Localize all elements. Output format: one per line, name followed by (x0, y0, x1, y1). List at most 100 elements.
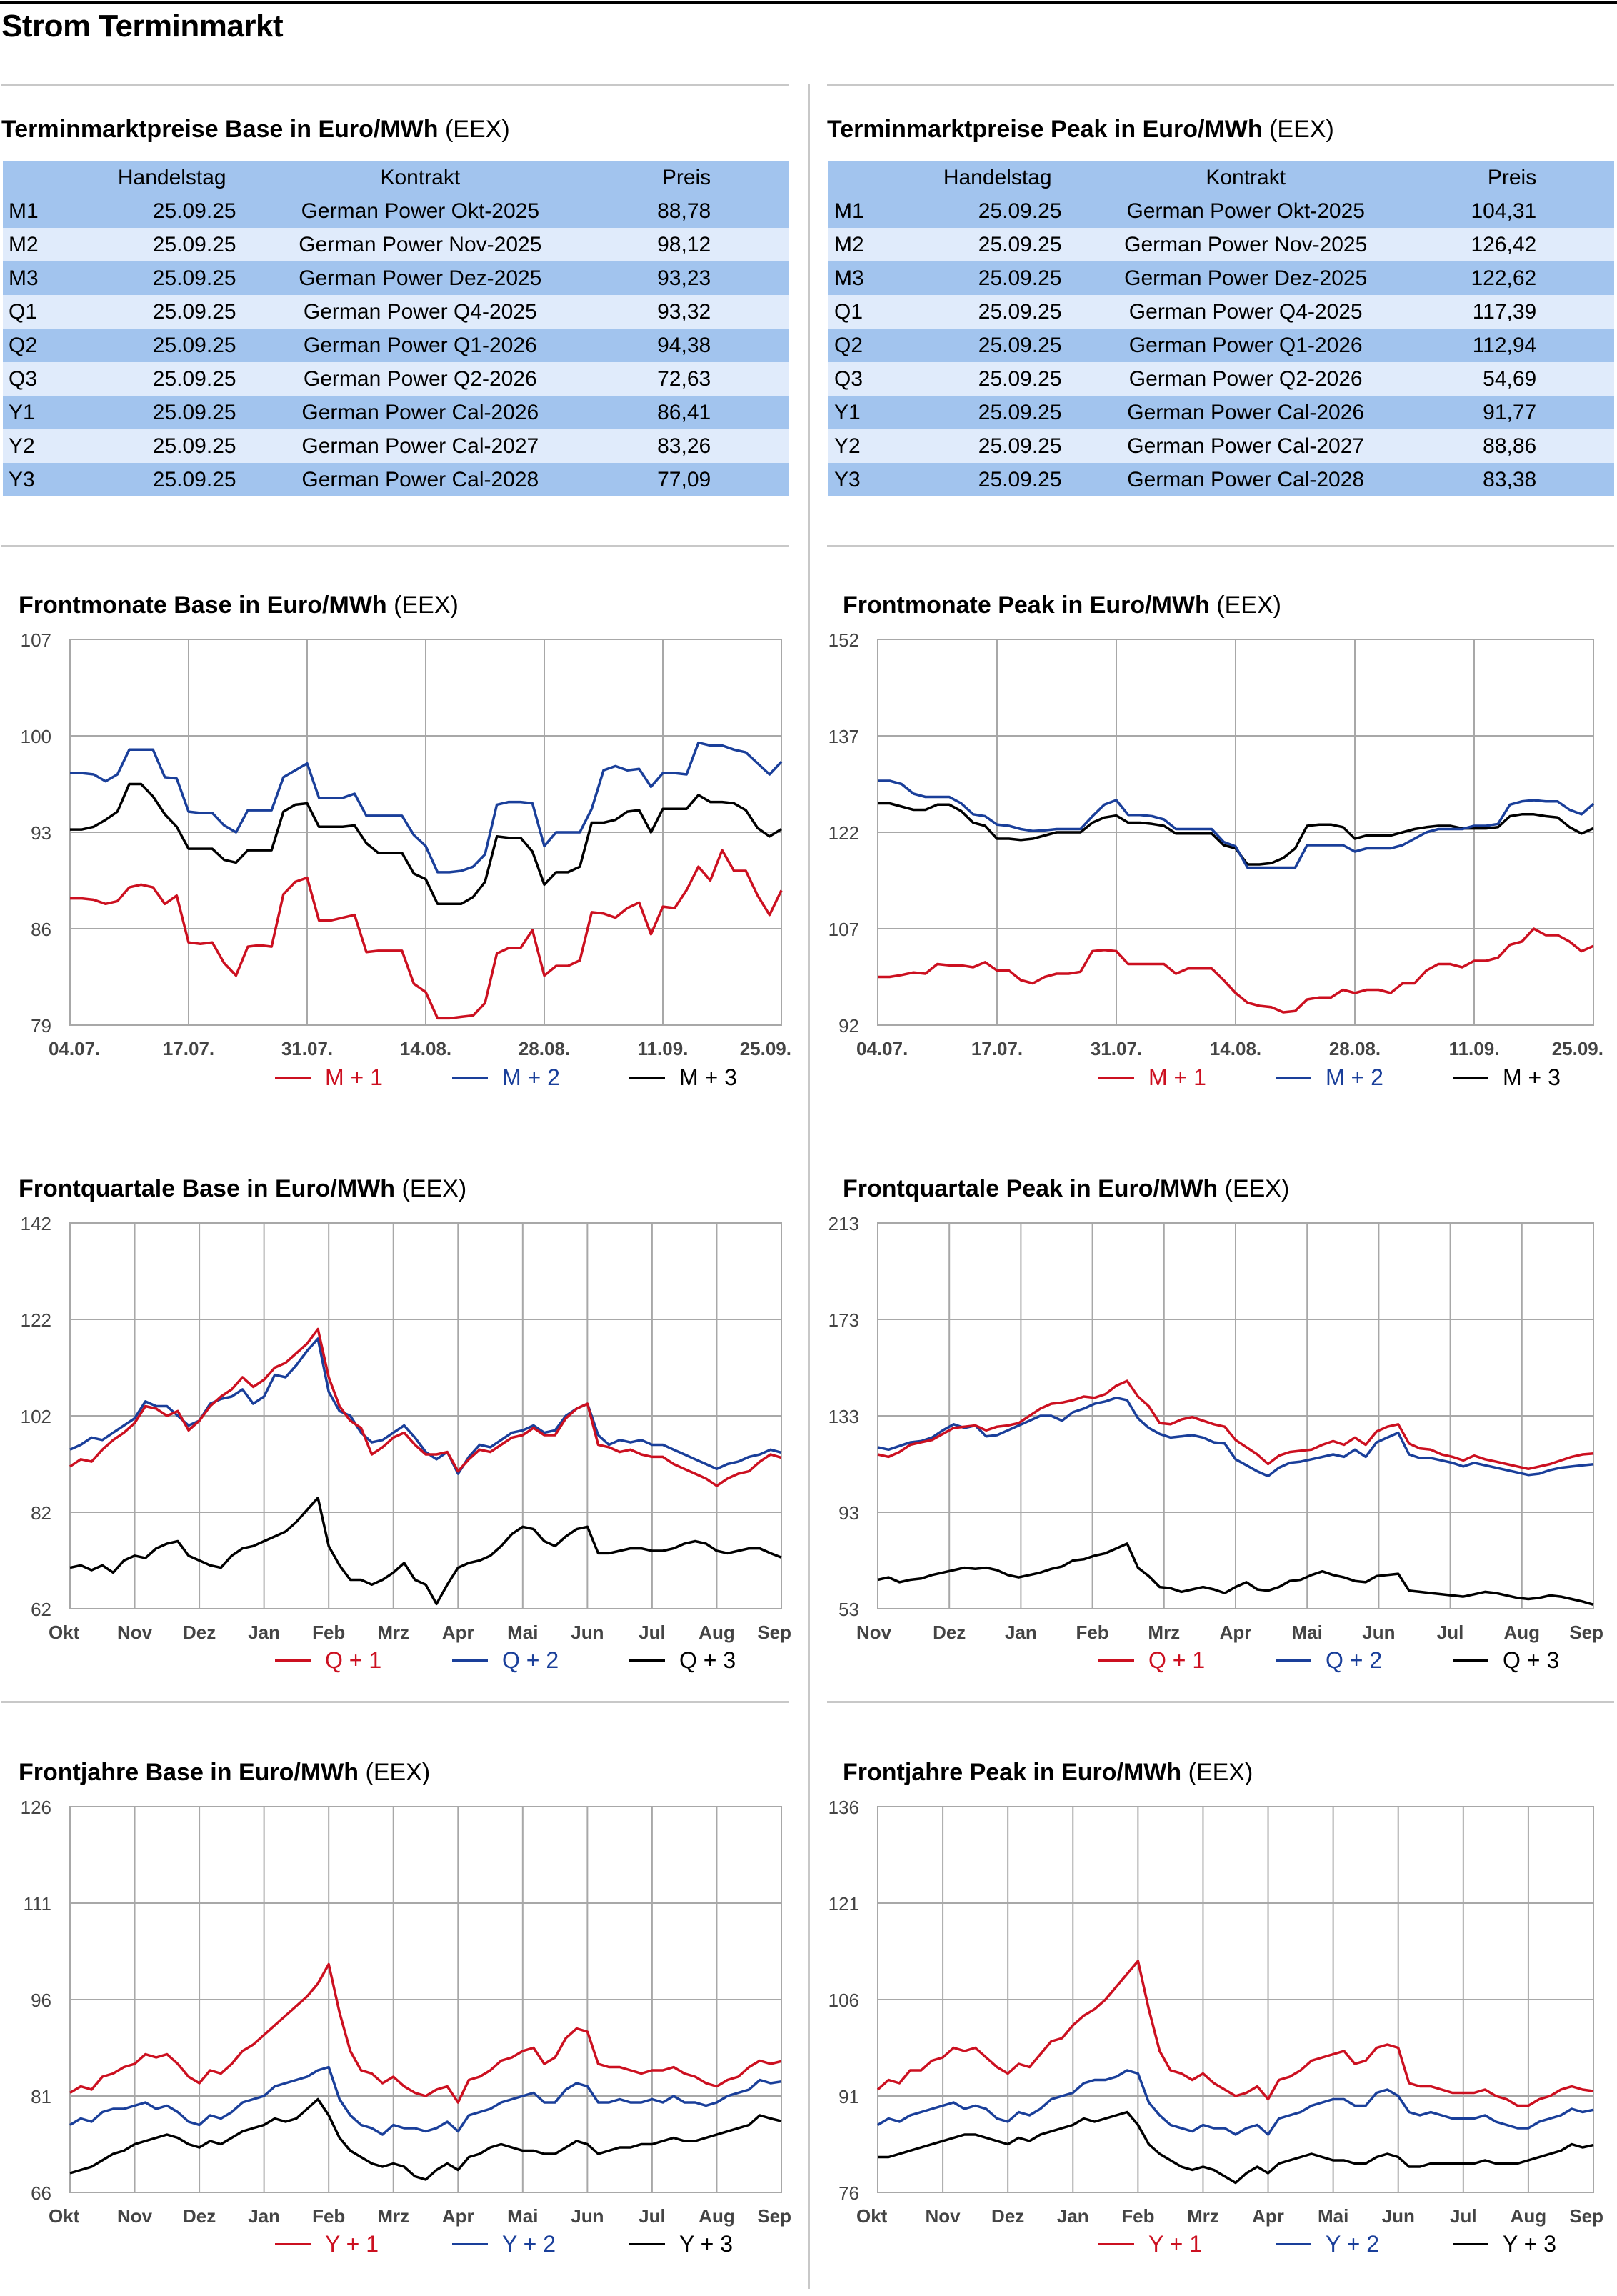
y-tick-label: 126 (21, 1797, 51, 1818)
chart-title: Frontmonate Base in Euro/MWh (EEX) (19, 592, 459, 619)
y-tick-label: 100 (21, 726, 51, 747)
chart-frontmonate-base: 79 86 93 100 107 04.07. 17.07. 31.07. 14.08. 28.0… (21, 629, 791, 1059)
chart-title-bold: Frontjahre Peak in Euro/MWh (843, 1759, 1182, 1786)
price-table-base: Handelstag Kontrakt Preis M1 25.09.25 German … (3, 161, 789, 496)
divider (827, 545, 1614, 547)
x-tick-label: Jul (639, 2205, 666, 2227)
chart-title: Frontquartale Base in Euro/MWh (EEX) (19, 1175, 466, 1203)
table-title-base: Terminmarktpreise Base in Euro/MWh (EEX) (1, 116, 510, 144)
legend-item: Q + 2 (452, 1647, 559, 1674)
chart-title-bold: Frontmonate Base in Euro/MWh (19, 592, 387, 619)
chart-frontmonate-peak: 92 107 122 137 152 04.07. 17.07. 31.07. 14.08. 28… (828, 629, 1603, 1059)
x-tick-label: Okt (49, 1622, 80, 1643)
x-tick-label: Mai (1318, 2205, 1348, 2227)
legend-item: M + 2 (452, 1064, 560, 1091)
table-cell: 117,39 (1429, 295, 1537, 329)
table-cell: 25.09.25 (933, 228, 1062, 261)
x-tick-label: Aug (1504, 1622, 1541, 1643)
x-tick-label: Mai (1292, 1622, 1323, 1643)
chart-title-suffix: (EEX) (394, 592, 459, 619)
x-tick-label: Dez (991, 2205, 1024, 2227)
series-line (70, 849, 783, 1020)
table-cell (711, 295, 789, 329)
table-cell (711, 429, 789, 463)
chart-frontquartale-peak: 53 93 133 173 213 Nov Dez Jan Feb Mrz Apr Mai Jun Jul… (828, 1213, 1603, 1643)
legend-item: M + 2 (1276, 1064, 1383, 1091)
table-cell: German Power Cal-2026 (1061, 396, 1430, 429)
table-cell (711, 228, 789, 261)
table-cell: 93,32 (604, 295, 711, 329)
legend-swatch (275, 1659, 311, 1662)
legend-label: Q + 2 (502, 1647, 559, 1673)
legend-swatch (275, 1077, 311, 1079)
table-cell: Y1 (3, 396, 108, 429)
chart-title: Frontjahre Peak in Euro/MWh (EEX) (843, 1759, 1253, 1787)
table-cell: 25.09.25 (107, 396, 236, 429)
chart-title: Frontmonate Peak in Euro/MWh (EEX) (843, 592, 1281, 619)
table-cell: 122,62 (1429, 261, 1537, 295)
legend-item: Y + 2 (1276, 2231, 1379, 2257)
table-row: Y1 25.09.25 German Power Cal-2026 91,77 (828, 396, 1614, 429)
table-cell: Q2 (3, 329, 108, 362)
series-line (877, 1542, 1594, 1606)
table-row: M2 25.09.25 German Power Nov-2025 98,12 (3, 228, 789, 261)
x-tick-label: Sep (757, 1622, 791, 1643)
legend-label: Y + 2 (502, 2231, 556, 2257)
legend-item: M + 3 (629, 1064, 737, 1091)
legend-item: M + 3 (1453, 1064, 1561, 1091)
table-cell: M1 (3, 194, 108, 228)
table-cell (711, 194, 789, 228)
y-tick-label: 107 (21, 629, 51, 651)
table-cell: M2 (3, 228, 108, 261)
x-tick-label: Jul (1450, 2205, 1477, 2227)
legend-label: Y + 3 (1503, 2231, 1557, 2257)
x-tick-label: Feb (312, 1622, 345, 1643)
legend-item: Y + 1 (275, 2231, 379, 2257)
series-line (69, 2097, 782, 2181)
x-tick-label: Nov (117, 2205, 153, 2227)
legend-swatch (275, 2243, 311, 2245)
table-cell: Q1 (828, 295, 933, 329)
table-cell: 83,38 (1429, 463, 1537, 496)
table-title-bold: Terminmarktpreise Peak in Euro/MWh (827, 116, 1263, 143)
x-tick-label: 28.08. (519, 1038, 570, 1059)
x-tick-label: 14.08. (400, 1038, 451, 1059)
table-cell: 83,26 (604, 429, 711, 463)
x-tick-label: 04.07. (856, 1038, 908, 1059)
table-cell: 91,77 (1429, 396, 1537, 429)
legend-label: Q + 2 (1326, 1647, 1383, 1673)
table-row: Q2 25.09.25 German Power Q1-2026 112,94 (828, 329, 1614, 362)
table-cell: 88,86 (1429, 429, 1537, 463)
x-tick-label: 17.07. (163, 1038, 214, 1059)
legend-label: M + 1 (325, 1064, 383, 1090)
y-tick-label: 107 (828, 919, 859, 940)
x-tick-label: 04.07. (49, 1038, 100, 1059)
x-tick-label: Feb (1121, 2205, 1154, 2227)
divider (1, 1701, 789, 1703)
table-cell: 25.09.25 (107, 194, 236, 228)
legend-item: Q + 1 (275, 1647, 381, 1674)
table-header-cell: Preis (604, 161, 711, 194)
x-tick-label: Aug (1511, 2205, 1547, 2227)
table-cell: German Power Cal-2027 (1061, 429, 1430, 463)
legend-swatch (629, 1077, 665, 1079)
legend-swatch (452, 1659, 488, 1662)
y-tick-label: 106 (828, 1990, 859, 2011)
legend-swatch (1276, 2243, 1311, 2245)
table-row: Y3 25.09.25 German Power Cal-2028 83,38 (828, 463, 1614, 496)
table-title-bold: Terminmarktpreise Base in Euro/MWh (1, 116, 439, 143)
y-tick-label: 122 (828, 822, 859, 844)
table-row: Q3 25.09.25 German Power Q2-2026 72,63 (3, 362, 789, 396)
chart-frontjahre-base: 66 81 96 111 126 Okt Nov Dez Jan Feb Mrz Apr Mai Jun J… (21, 1797, 791, 2227)
x-tick-label: Apr (1220, 1622, 1252, 1643)
legend-swatch (1098, 2243, 1134, 2245)
x-tick-label: 14.08. (1210, 1038, 1261, 1059)
y-tick-label: 133 (828, 1406, 859, 1427)
table-cell: 25.09.25 (107, 228, 236, 261)
table-cell: German Power Q1-2026 (1061, 329, 1430, 362)
table-cell: German Power Cal-2028 (1061, 463, 1430, 496)
y-tick-label: 79 (31, 1015, 51, 1037)
table-cell: 25.09.25 (107, 329, 236, 362)
table-cell (711, 261, 789, 295)
table-header-cell (828, 161, 933, 194)
